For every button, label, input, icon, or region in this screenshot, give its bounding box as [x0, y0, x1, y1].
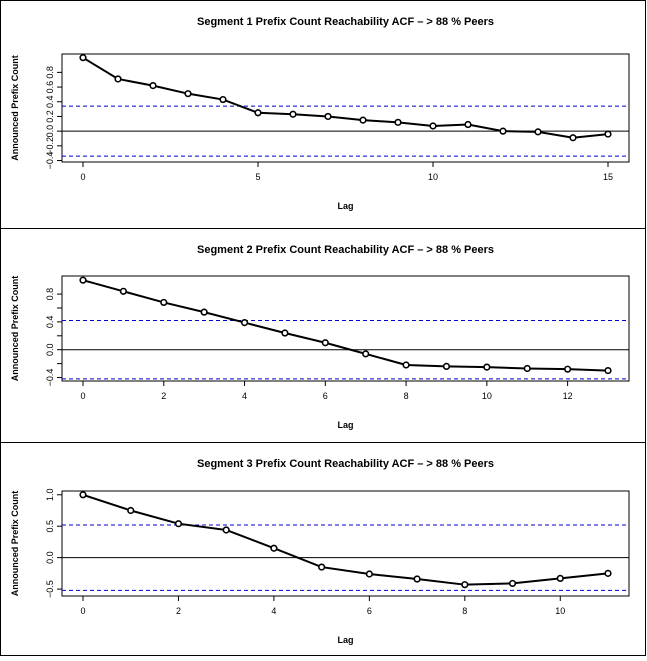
x-tick-label: 5	[255, 172, 260, 182]
acf-point	[604, 366, 612, 375]
acf-point	[442, 362, 451, 370]
acf-point	[461, 581, 469, 589]
panel-frame	[0, 0, 646, 229]
x-axis-label: Lag	[337, 420, 353, 430]
x-tick-label: 12	[563, 391, 573, 401]
x-tick-label: 15	[603, 172, 613, 182]
x-axis-label: Lag	[337, 635, 353, 645]
acf-point	[499, 127, 507, 135]
x-tick-label: 10	[555, 606, 565, 616]
acf-point	[365, 570, 373, 578]
plot-area	[61, 275, 630, 382]
plot-area	[61, 490, 630, 597]
x-tick-label: 2	[161, 391, 166, 401]
acf-point	[564, 365, 572, 373]
chart-panel-1: Segment 1 Prefix Count Reachability ACF …	[0, 0, 646, 229]
acf-point	[184, 90, 192, 98]
y-tick-label: 0.5	[45, 520, 55, 533]
chart-title: Segment 1 Prefix Count Reachability ACF …	[197, 16, 494, 28]
x-tick-label: 6	[323, 391, 328, 401]
acf-point	[200, 308, 208, 316]
acf-point	[281, 329, 289, 337]
acf-point	[483, 363, 491, 371]
x-tick-label: 0	[80, 391, 85, 401]
y-tick-label: −0.5	[45, 580, 55, 598]
acf-series-line	[82, 56, 609, 139]
y-axis-label: Announced Prefix Count	[10, 491, 20, 597]
y-tick-label: 0.4	[45, 95, 55, 108]
x-tick-label: 4	[242, 391, 247, 401]
acf-point	[160, 298, 168, 307]
panel-frame	[0, 442, 646, 656]
y-tick-label: 0.8	[45, 288, 55, 301]
acf-point	[604, 130, 612, 138]
acf-series-line	[82, 279, 609, 372]
acf-point	[114, 75, 122, 83]
acf-point	[270, 544, 278, 552]
acf-point	[240, 318, 249, 327]
chart-panel-3: Segment 3 Prefix Count Reachability ACF …	[0, 442, 646, 656]
acf-point	[321, 339, 329, 347]
acf-point	[127, 506, 135, 515]
acf-point	[174, 520, 183, 528]
acf-point	[79, 54, 87, 62]
acf-point	[556, 574, 564, 582]
y-tick-label: −0.2	[45, 137, 55, 155]
acf-point	[79, 276, 87, 284]
chart-title: Segment 2 Prefix Count Reachability ACF …	[197, 244, 494, 256]
y-tick-label: 0.0	[45, 125, 55, 138]
x-tick-label: 8	[404, 391, 409, 401]
acf-point	[79, 491, 87, 499]
acf-point	[289, 110, 297, 118]
acf-series-line	[82, 493, 609, 586]
acf-point	[362, 350, 370, 358]
acf-point	[508, 579, 517, 588]
acf-point	[359, 116, 367, 124]
acf-point	[464, 120, 472, 129]
acf-point	[219, 95, 227, 104]
acf-point	[604, 569, 612, 577]
y-tick-label: 1.0	[45, 489, 55, 502]
acf-point	[149, 81, 157, 90]
x-tick-label: 4	[271, 606, 276, 616]
acf-point	[324, 112, 332, 121]
chart-title: Segment 3 Prefix Count Reachability ACF …	[197, 458, 494, 470]
acf-point	[413, 575, 421, 583]
y-tick-label: 0.2	[45, 110, 55, 123]
x-tick-label: 0	[80, 172, 85, 182]
chart-panel-2: Segment 2 Prefix Count Reachability ACF …	[0, 228, 646, 443]
x-tick-label: 10	[428, 172, 438, 182]
y-tick-label: −0.4	[45, 369, 55, 387]
acf-point	[429, 122, 437, 130]
x-tick-label: 8	[462, 606, 467, 616]
acf-point	[402, 361, 410, 369]
y-tick-label: 0.8	[45, 66, 55, 79]
y-tick-label: −0.4	[45, 152, 55, 170]
plot-area	[61, 53, 630, 163]
y-tick-label: 0.0	[45, 551, 55, 564]
x-tick-label: 2	[176, 606, 181, 616]
y-tick-label: 0.6	[45, 81, 55, 94]
x-axis-label: Lag	[337, 201, 353, 211]
acf-point	[569, 134, 577, 142]
y-axis-label: Announced Prefix Count	[10, 276, 20, 382]
panel-frame	[0, 228, 646, 443]
acf-point	[394, 118, 402, 126]
acf-point	[523, 364, 531, 373]
y-tick-label: 0.4	[45, 316, 55, 329]
acf-point	[222, 526, 230, 534]
y-tick-label: 0.0	[45, 343, 55, 356]
y-axis-label: Announced Prefix Count	[10, 55, 20, 161]
acf-point	[534, 128, 542, 136]
acf-point	[254, 109, 262, 117]
x-tick-label: 0	[80, 606, 85, 616]
acf-point	[119, 287, 127, 295]
x-tick-label: 10	[482, 391, 492, 401]
x-tick-label: 6	[367, 606, 372, 616]
acf-point	[318, 563, 326, 571]
